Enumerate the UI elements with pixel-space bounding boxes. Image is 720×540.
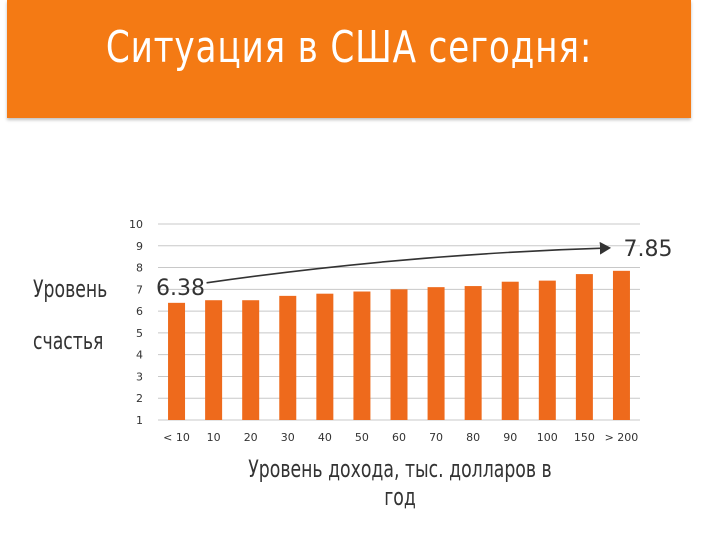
bar <box>316 293 334 420</box>
bar <box>464 286 482 420</box>
bar <box>353 291 371 420</box>
bar <box>538 280 556 420</box>
x-tick-label: > 200 <box>605 431 639 444</box>
bar <box>242 300 260 420</box>
x-tick-label: 30 <box>281 431 295 444</box>
bar <box>168 302 186 420</box>
x-tick-label: < 10 <box>163 431 190 444</box>
bar <box>612 270 630 420</box>
y-tick-label: 7 <box>136 283 143 296</box>
y-tick-label: 1 <box>136 414 143 427</box>
bar <box>279 295 297 420</box>
x-tick-label: 20 <box>244 431 258 444</box>
bar <box>427 287 445 420</box>
x-tick-label: 100 <box>537 431 558 444</box>
x-tick-label: 40 <box>318 431 332 444</box>
x-tick-label: 90 <box>503 431 517 444</box>
start-value-label: 6.38 <box>156 276 205 301</box>
bar <box>501 281 519 420</box>
bar <box>575 274 593 420</box>
ylabel-line-1: Уровень <box>33 275 108 303</box>
y-tick-label: 2 <box>136 392 143 405</box>
x-tick-label: 80 <box>466 431 480 444</box>
end-value-label: 7.85 <box>623 237 672 262</box>
ylabel-line-2: счастья <box>33 327 104 355</box>
trend-arrow <box>206 241 612 284</box>
y-tick-label: 8 <box>136 262 143 275</box>
bar <box>205 300 223 420</box>
title-banner: Ситуация в США сегодня: <box>7 0 691 118</box>
y-tick-label: 5 <box>136 327 143 340</box>
x-tick-label: 50 <box>355 431 369 444</box>
bar <box>390 289 408 420</box>
x-tick-label: 60 <box>392 431 406 444</box>
x-axis-label: Уровень дохода, тыс. долларов в год <box>248 455 552 511</box>
y-tick-label: 4 <box>136 349 143 362</box>
x-tick-label: 10 <box>207 431 221 444</box>
y-tick-label: 9 <box>136 240 143 253</box>
y-tick-label: 6 <box>136 305 143 318</box>
x-tick-label: 70 <box>429 431 443 444</box>
y-tick-label: 3 <box>136 370 143 383</box>
slide-title: Ситуация в США сегодня: <box>105 22 593 73</box>
y-tick-label: 10 <box>129 218 143 231</box>
x-tick-label: 150 <box>574 431 595 444</box>
